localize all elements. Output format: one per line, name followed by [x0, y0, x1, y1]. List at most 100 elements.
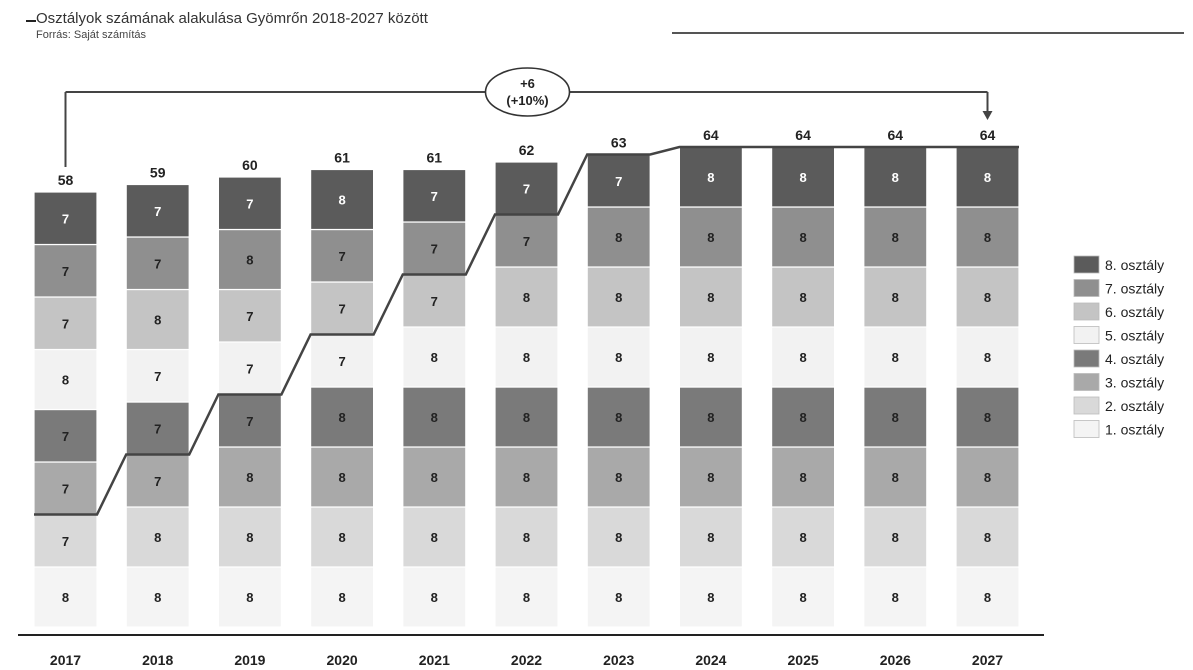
segment-label: 8: [431, 590, 438, 605]
bar-segment: [678, 386, 744, 448]
bar-segment: [586, 386, 651, 448]
legend-label: 1. osztály: [1105, 422, 1164, 438]
segment-label: 7: [338, 354, 345, 369]
bar-segment: [770, 506, 836, 568]
total-label: 61: [334, 150, 350, 166]
total-label: 63: [611, 135, 627, 151]
segment-label: 7: [523, 234, 530, 249]
x-tick-label: 2023: [603, 652, 634, 668]
segment-label: 8: [338, 193, 345, 208]
x-tick-label: 2020: [327, 652, 358, 668]
total-label: 62: [519, 142, 535, 158]
segment-label: 7: [338, 301, 345, 316]
legend-label: 6. osztály: [1105, 304, 1164, 320]
total-label: 64: [888, 127, 904, 143]
bar-segment: [770, 386, 836, 448]
bar-segment: [33, 566, 98, 628]
top-rule: [672, 32, 1184, 34]
x-tick-label: 2024: [695, 652, 726, 668]
segment-label: 8: [892, 230, 899, 245]
bar-segment: [217, 506, 282, 568]
segment-label: 7: [431, 294, 438, 309]
total-label: 64: [795, 127, 811, 143]
x-tick-label: 2022: [511, 652, 542, 668]
bar-segment: [955, 566, 1020, 628]
annotation-text-1: +6: [520, 76, 535, 91]
segment-label: 8: [892, 470, 899, 485]
bar-segment: [863, 326, 928, 388]
legend-swatch: [1073, 349, 1100, 368]
bar-segment: [402, 273, 467, 328]
bar-segment: [494, 266, 559, 328]
segment-label: 8: [984, 230, 991, 245]
segment-label: 8: [707, 350, 714, 365]
segment-label: 8: [62, 590, 69, 605]
segment-label: 8: [154, 530, 161, 545]
bar-segment: [125, 453, 190, 508]
bar-segment: [863, 146, 928, 208]
bar-segment: [770, 206, 836, 268]
bar-segment: [402, 386, 467, 448]
legend-swatch: [1073, 373, 1100, 391]
bar-segment: [586, 153, 651, 208]
segment-label: 8: [523, 470, 530, 485]
segment-label: 8: [62, 373, 69, 388]
x-tick-label: 2025: [788, 652, 819, 668]
bar-segment: [402, 326, 467, 388]
segment-label: 7: [615, 174, 622, 189]
segment-label: 7: [246, 309, 253, 324]
bar-segment: [125, 183, 190, 238]
segment-label: 7: [154, 204, 161, 219]
bar-segment: [678, 206, 744, 268]
bar-segment: [310, 168, 375, 231]
segment-label: 8: [892, 290, 899, 305]
bar-segment: [33, 348, 98, 411]
legend-swatch: [1073, 326, 1100, 344]
segment-label: 7: [62, 264, 69, 279]
bar-segment: [310, 506, 375, 568]
total-label: 64: [703, 127, 719, 143]
bar-segment: [125, 348, 190, 403]
bar-segment: [678, 506, 744, 568]
segment-label: 8: [615, 230, 622, 245]
bar-segment: [494, 213, 559, 268]
bar-segment: [217, 288, 282, 343]
bar-segment: [678, 446, 744, 508]
bar-segment: [402, 566, 467, 628]
bar-segment: [33, 191, 98, 246]
segment-label: 7: [246, 361, 253, 376]
bar-segment: [217, 566, 282, 628]
bar-segment: [125, 566, 190, 628]
bar-segment: [863, 266, 928, 328]
bar-segment: [955, 446, 1020, 508]
segment-label: 8: [246, 253, 253, 268]
legend-swatch: [1073, 255, 1100, 274]
bar-segment: [310, 566, 375, 628]
segment-label: 8: [615, 530, 622, 545]
bar-segment: [955, 146, 1020, 208]
legend-swatch: [1073, 302, 1100, 321]
segment-label: 7: [431, 241, 438, 256]
segment-label: 8: [615, 470, 622, 485]
segment-label: 8: [338, 590, 345, 605]
segment-label: 8: [707, 530, 714, 545]
bar-segment: [678, 326, 744, 388]
bar-segment: [955, 206, 1020, 268]
segment-label: 8: [799, 410, 806, 425]
bracket-arrow: [982, 111, 993, 120]
segment-label: 8: [431, 470, 438, 485]
segment-label: 8: [984, 470, 991, 485]
bar-segment: [586, 566, 651, 628]
bar-segment: [586, 506, 651, 568]
segment-label: 8: [892, 530, 899, 545]
bar-segment: [33, 408, 98, 463]
total-label: 59: [150, 165, 166, 181]
segment-label: 8: [707, 470, 714, 485]
segment-label: 8: [984, 590, 991, 605]
legend-swatch: [1073, 420, 1100, 438]
segment-label: 8: [338, 530, 345, 545]
segment-label: 8: [892, 590, 899, 605]
segment-label: 8: [799, 350, 806, 365]
